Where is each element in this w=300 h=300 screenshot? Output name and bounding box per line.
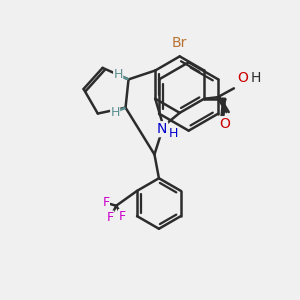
Text: F: F bbox=[107, 211, 114, 224]
Text: N: N bbox=[157, 122, 167, 136]
Text: F: F bbox=[118, 210, 126, 223]
Text: H: H bbox=[169, 127, 178, 140]
Text: H: H bbox=[113, 68, 123, 82]
Text: O: O bbox=[237, 71, 248, 85]
Text: Br: Br bbox=[172, 36, 188, 50]
Text: O: O bbox=[220, 117, 230, 130]
Text: H: H bbox=[250, 71, 261, 85]
Text: H: H bbox=[110, 106, 120, 118]
Text: F: F bbox=[102, 196, 110, 209]
